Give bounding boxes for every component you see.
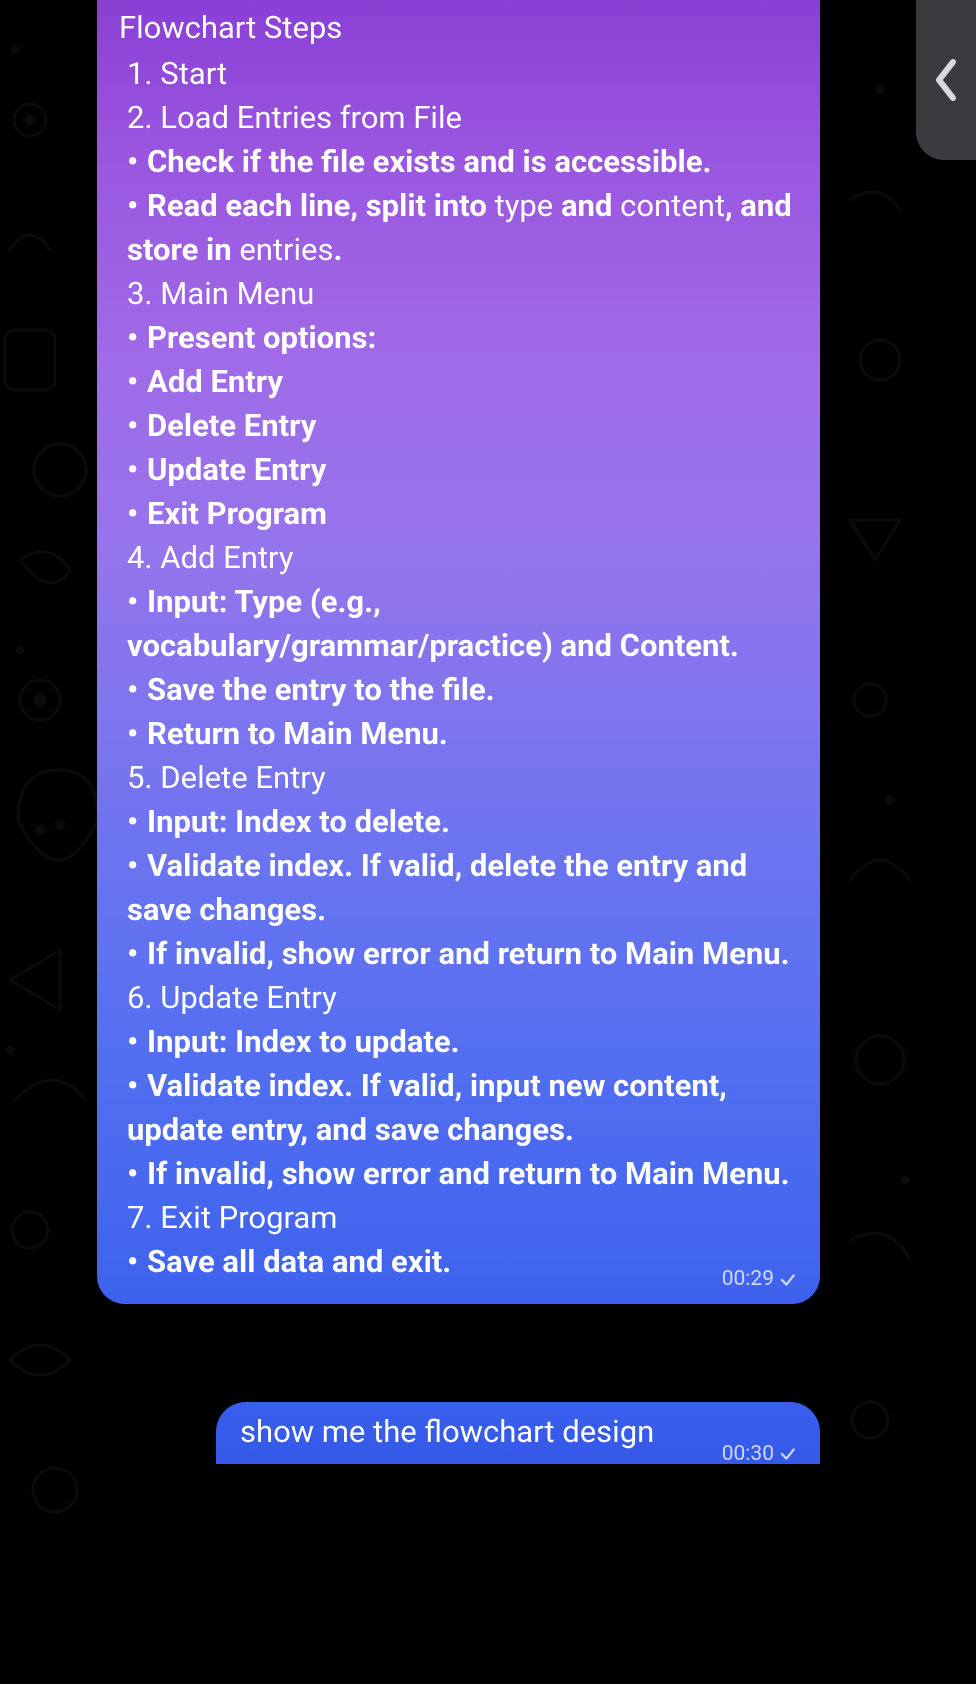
step-3-bullet-2: •Add Entry	[119, 360, 798, 404]
sent-check-icon	[780, 1446, 802, 1462]
user-message-text: show me the flowchart design	[240, 1413, 654, 1450]
step-3-bullet-3: •Delete Entry	[119, 404, 798, 448]
step-5: 5. Delete Entry	[119, 756, 798, 800]
step-4: 4. Add Entry	[119, 536, 798, 580]
step-6-bullet-1: •Input: Index to update.	[119, 1020, 798, 1064]
bot-message-bubble[interactable]: Flowchart Steps 1. Start 2. Load Entries…	[97, 0, 820, 1304]
step-6: 6. Update Entry	[119, 976, 798, 1020]
step-2: 2. Load Entries from File	[119, 96, 798, 140]
step-6-bullet-2: •Validate index. If valid, input new con…	[119, 1064, 798, 1152]
step-1: 1. Start	[119, 52, 798, 96]
step-7-bullet-1: •Save all data and exit.	[119, 1240, 798, 1284]
step-3-bullet-4: •Update Entry	[119, 448, 798, 492]
sent-check-icon	[780, 1272, 802, 1288]
step-5-bullet-1: •Input: Index to delete.	[119, 800, 798, 844]
step-6-bullet-3: •If invalid, show error and return to Ma…	[119, 1152, 798, 1196]
user-message-bubble[interactable]: show me the flowchart design 00:30	[216, 1402, 820, 1464]
step-3-bullet-1: •Present options:	[119, 316, 798, 360]
step-5-bullet-3: •If invalid, show error and return to Ma…	[119, 932, 798, 976]
step-3: 3. Main Menu	[119, 272, 798, 316]
step-2-bullet-1: •Check if the file exists and is accessi…	[119, 140, 798, 184]
step-4-bullet-1: •Input: Type (e.g., vocabulary/grammar/p…	[119, 580, 798, 668]
user-message-timestamp: 00:30	[722, 1441, 802, 1464]
chat-area[interactable]: Flowchart Steps 1. Start 2. Load Entries…	[0, 0, 976, 1684]
bot-message-timestamp: 00:29	[722, 1265, 802, 1295]
step-4-bullet-2: •Save the entry to the file.	[119, 668, 798, 712]
chevron-left-icon	[933, 58, 959, 102]
message-title: Flowchart Steps	[119, 6, 798, 50]
step-2-bullet-2: •Read each line, split into type and con…	[119, 184, 798, 272]
step-5-bullet-2: •Validate index. If valid, delete the en…	[119, 844, 798, 932]
step-3-bullet-5: •Exit Program	[119, 492, 798, 536]
side-handle[interactable]	[916, 0, 976, 160]
step-4-bullet-3: •Return to Main Menu.	[119, 712, 798, 756]
step-7: 7. Exit Program	[119, 1196, 798, 1240]
